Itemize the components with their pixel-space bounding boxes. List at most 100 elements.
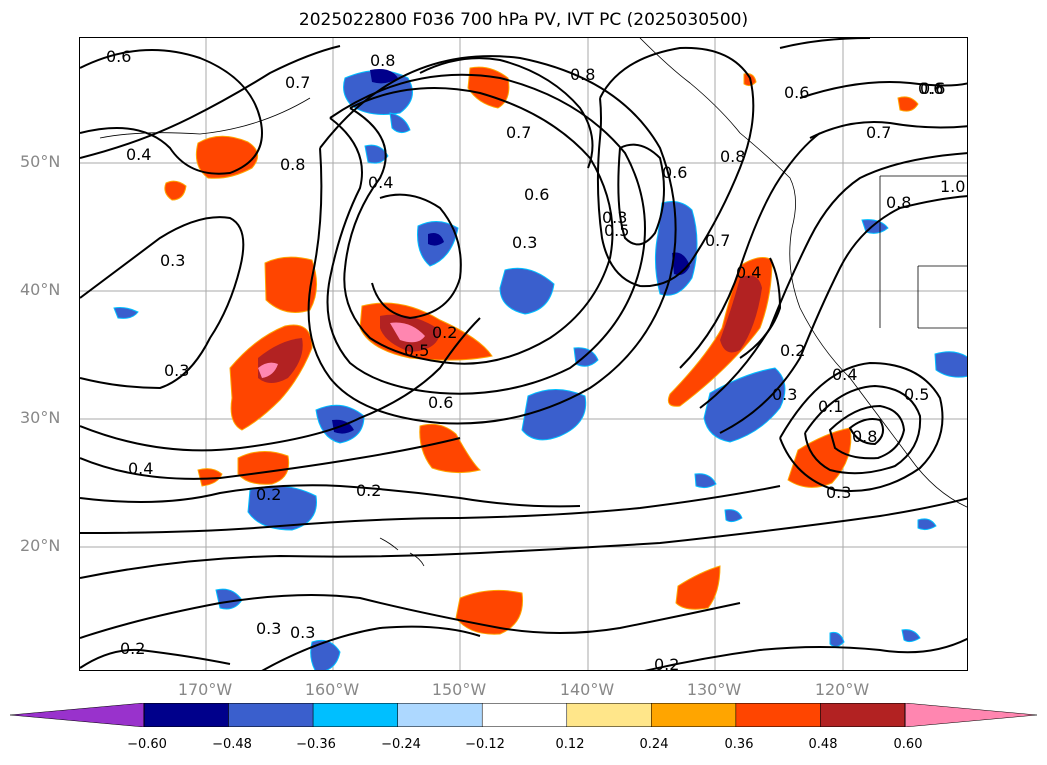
contour-label: 0.4 <box>128 459 153 478</box>
colorbar-segment <box>143 703 229 727</box>
pv-negative-blob <box>573 347 599 367</box>
colorbar-extend-min <box>10 703 145 727</box>
pv-positive-blob <box>237 451 290 485</box>
lon-label: 140°W <box>559 680 615 699</box>
pv-peak-blob <box>390 322 425 343</box>
colorbar-tick-label: −0.24 <box>381 737 421 752</box>
contour-label: 0.6 <box>920 79 945 98</box>
contour-label: 0.3 <box>256 619 281 638</box>
lat-label: 40°N <box>20 280 61 299</box>
contour-label: 0.6 <box>918 79 943 98</box>
lat-label: 50°N <box>20 152 61 171</box>
contour-label: 0.8 <box>852 427 877 446</box>
colorbar-segment <box>566 703 652 727</box>
contour-label: 0.8 <box>720 147 745 166</box>
contour-label: 0.7 <box>285 73 310 92</box>
pv-strong-negative-blob <box>428 233 444 246</box>
pv-negative-blob <box>113 307 139 319</box>
colorbar-segment <box>397 703 483 727</box>
colorbar-segment <box>735 703 821 727</box>
colorbar-segment <box>228 703 314 727</box>
contour-label: 0.2 <box>256 485 281 504</box>
lon-label: 160°W <box>304 680 360 699</box>
contour-labels: 0.6 0.6 0.8 0.7 0.4 0.8 0.3 0.3 0.4 0.4 … <box>106 47 965 671</box>
pv-strong-negative-blob <box>332 419 354 434</box>
contour-label: 0.4 <box>736 263 761 282</box>
contour-label: 0.7 <box>705 231 730 250</box>
contour-label: 0.2 <box>356 481 381 500</box>
colorbar-extend-max <box>904 703 1037 727</box>
lon-label: 150°W <box>431 680 487 699</box>
contour-label: 0.8 <box>370 51 395 70</box>
colorbar-tick-label: 0.24 <box>639 737 669 752</box>
contour-label: 0.3 <box>164 361 189 380</box>
map-plot-area: 0.6 0.6 0.8 0.7 0.4 0.8 0.3 0.3 0.4 0.4 … <box>79 37 968 671</box>
coastlines <box>99 38 967 567</box>
pv-negative-blob <box>521 389 587 441</box>
contour-label: 0.4 <box>126 145 151 164</box>
pv-positive-blob <box>419 423 482 474</box>
lon-label: 130°W <box>686 680 742 699</box>
colorbar-tick-label: 0.12 <box>555 737 585 752</box>
contour-label: 0.2 <box>432 323 457 342</box>
contour-label: 0.7 <box>866 123 891 142</box>
colorbar-tick-label: 0.60 <box>893 737 923 752</box>
contour-label: 0.1 <box>818 397 843 416</box>
colorbar-tick-label: −0.48 <box>212 737 252 752</box>
pv-negative-blob <box>901 629 921 643</box>
contour-label: 1.0 <box>940 177 965 196</box>
pv-negative-blob <box>694 473 717 489</box>
map-svg: 0.6 0.6 0.8 0.7 0.4 0.8 0.3 0.3 0.4 0.4 … <box>80 38 967 671</box>
contour-label: 0.3 <box>290 623 315 642</box>
colorbar-segment <box>820 703 906 727</box>
contour-label: 0.3 <box>826 483 851 502</box>
pv-negative-blob <box>499 267 555 315</box>
contour-label: 0.3 <box>512 233 537 252</box>
pv-negative-blob <box>364 144 389 164</box>
colorbar-tick-label: −0.36 <box>296 737 336 752</box>
colorbar-tick-label: 0.48 <box>808 737 838 752</box>
contour-label: 0.4 <box>832 365 857 384</box>
pv-peak-blob <box>258 362 278 378</box>
colorbar-tick-label: 0.36 <box>724 737 754 752</box>
contour-label: 0.2 <box>654 655 679 671</box>
pv-positive-blob <box>164 180 187 201</box>
lat-label: 20°N <box>20 536 61 555</box>
pv-positive-blob <box>897 96 919 112</box>
lon-label: 120°W <box>814 680 870 699</box>
contour-label: 0.5 <box>604 221 629 240</box>
contour-label: 0.8 <box>886 193 911 212</box>
colorbar-tick-label: −0.12 <box>465 737 505 752</box>
contour-label: 0.3 <box>772 385 797 404</box>
pv-strong-positive-blob <box>720 275 762 353</box>
pv-negative-blob <box>215 588 243 610</box>
contour-label: 0.3 <box>602 208 627 227</box>
map-title: 2025022800 F036 700 hPa PV, IVT PC (2025… <box>298 10 749 30</box>
pv-negative-blob <box>917 518 937 531</box>
contour-label: 0.6 <box>662 163 687 182</box>
lat-label: 30°N <box>20 408 61 427</box>
colorbar-segment <box>312 703 398 727</box>
contour-label: 0.6 <box>784 83 809 102</box>
pv-negative-blob <box>934 351 967 378</box>
contour-label: 0.8 <box>570 65 595 84</box>
contour-label: 0.4 <box>368 173 393 192</box>
pv-negative-blob <box>654 201 698 296</box>
pv-positive-blob <box>467 66 510 109</box>
contour-label: 0.3 <box>160 251 185 270</box>
pv-negative-blob <box>389 112 411 134</box>
pv-negative-blob <box>829 631 845 648</box>
contour-label: 0.7 <box>506 123 531 142</box>
contour-label: 0.6 <box>106 47 131 66</box>
pv-strong-negative-blob <box>370 69 398 84</box>
colorbar-tick-label: −0.60 <box>127 737 167 752</box>
pv-positive-blob <box>197 468 223 487</box>
pv-positive-blob <box>455 589 524 635</box>
pv-negative-blob <box>724 509 743 523</box>
pv-positive-blob <box>264 256 317 313</box>
contour-label: 0.5 <box>904 385 929 404</box>
contour-label: 0.2 <box>120 639 145 658</box>
contour-label: 0.6 <box>524 185 549 204</box>
contour-label: 0.2 <box>780 341 805 360</box>
contour-label: 0.8 <box>280 155 305 174</box>
